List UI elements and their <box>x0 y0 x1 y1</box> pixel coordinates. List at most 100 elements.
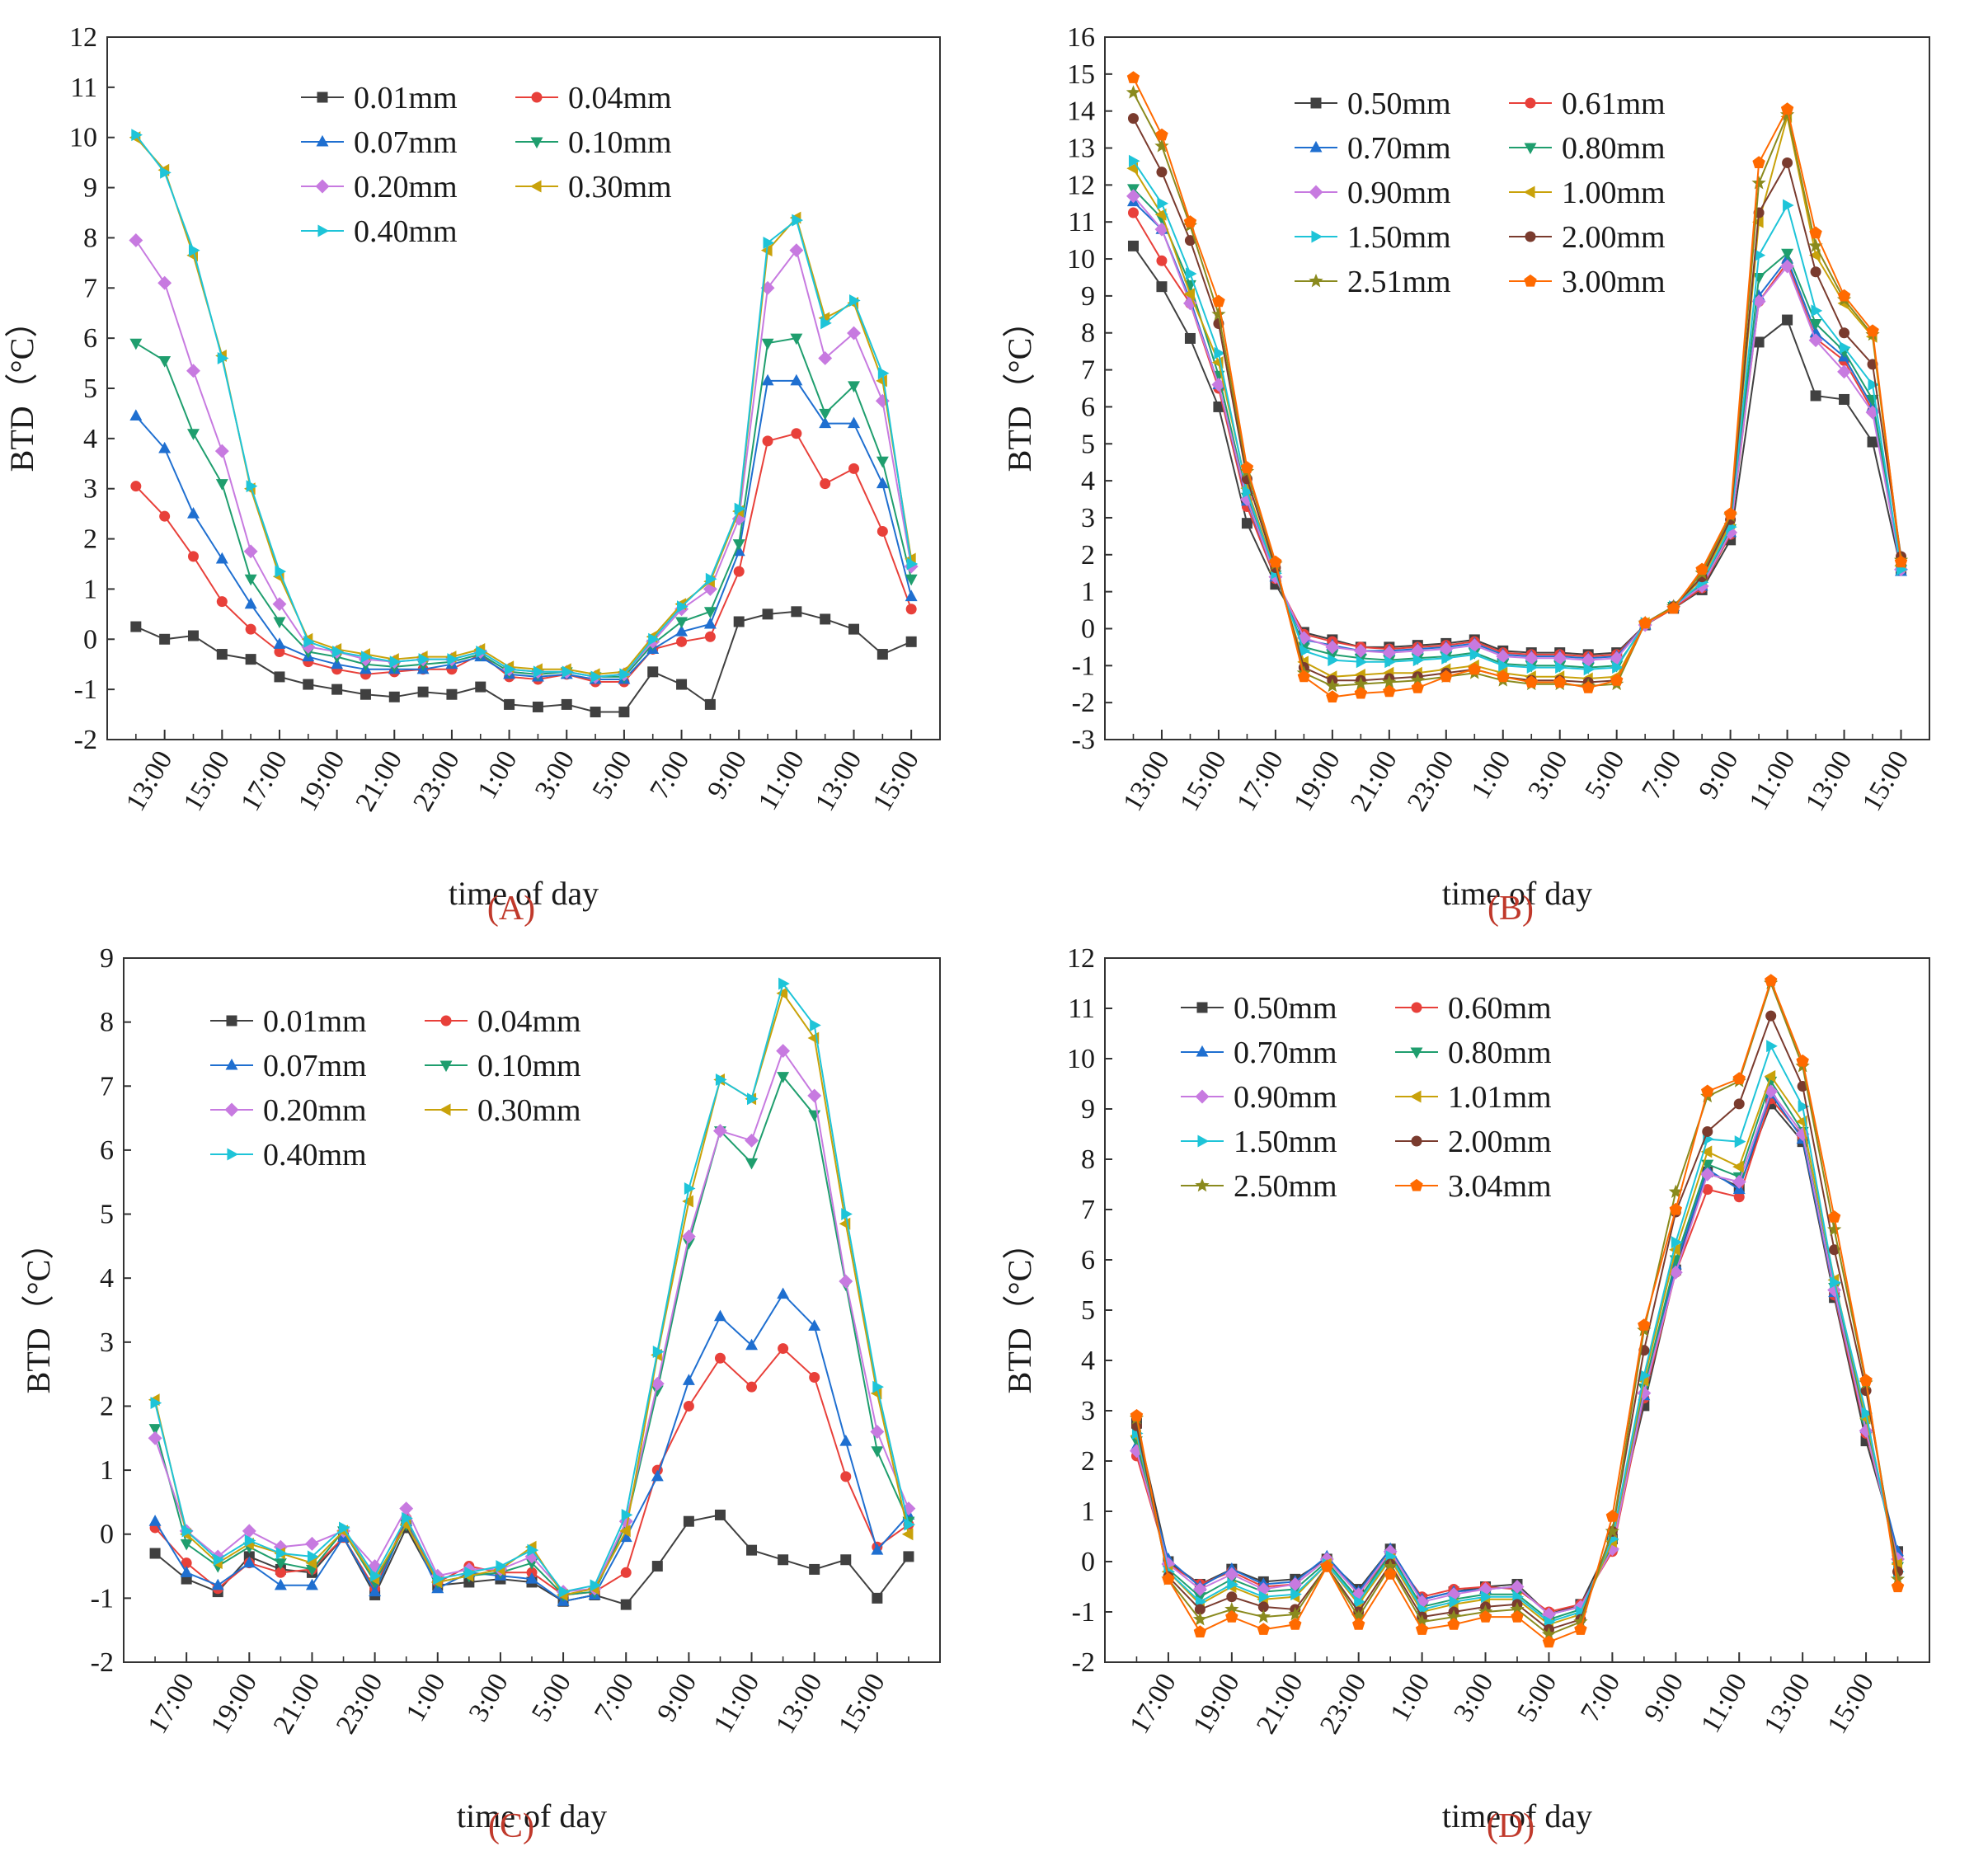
legend-label: 1.50mm <box>1234 1125 1337 1159</box>
y-tick-label: -2 <box>74 725 97 755</box>
data-point <box>871 1543 884 1555</box>
legend-label: 0.90mm <box>1234 1080 1337 1115</box>
x-tick-label: 3:00 <box>463 1669 515 1727</box>
data-point <box>901 1501 916 1516</box>
data-point <box>1469 648 1482 661</box>
data-point <box>791 606 802 618</box>
data-point <box>1808 333 1823 348</box>
data-point <box>1441 651 1453 665</box>
data-point <box>906 557 919 571</box>
data-point <box>332 646 344 658</box>
data-point <box>1440 669 1453 683</box>
data-point <box>1732 1175 1746 1189</box>
data-point <box>681 1229 696 1244</box>
data-point <box>590 1579 602 1592</box>
data-point <box>1297 669 1311 683</box>
x-tick-label: 7:00 <box>1636 746 1687 805</box>
data-point <box>148 1424 162 1435</box>
series-line <box>135 610 912 713</box>
legend-label: 1.00mm <box>1562 176 1666 210</box>
data-point <box>1581 681 1595 693</box>
data-point <box>1780 259 1795 274</box>
data-point <box>1827 1210 1841 1223</box>
x-tick-label: 15:00 <box>1857 746 1915 817</box>
legend-marker <box>1309 185 1323 200</box>
series-line <box>1132 118 1902 684</box>
data-point <box>1574 1623 1587 1635</box>
series-0.90mm <box>1130 1084 1905 1622</box>
data-point <box>186 364 200 378</box>
data-point <box>876 477 889 489</box>
data-point <box>1827 1222 1842 1236</box>
data-point <box>561 698 572 710</box>
data-point <box>1288 1577 1303 1591</box>
data-point <box>1765 1010 1777 1022</box>
data-point <box>1439 641 1454 656</box>
data-point <box>399 1501 414 1516</box>
data-point <box>245 654 256 665</box>
data-point <box>274 1558 287 1570</box>
data-point <box>1754 249 1766 262</box>
data-point <box>905 604 917 615</box>
data-point <box>1666 601 1680 614</box>
data-point <box>1126 189 1140 204</box>
data-point <box>704 631 716 642</box>
data-point <box>1837 364 1852 379</box>
x-tick-label: 21:00 <box>350 746 408 817</box>
x-tick-label: 15:00 <box>867 746 925 817</box>
y-tick-label: 7 <box>100 1071 114 1102</box>
data-point <box>1257 1601 1269 1613</box>
data-point <box>1127 113 1139 124</box>
data-point <box>619 668 632 681</box>
data-point <box>1320 1560 1333 1572</box>
data-point <box>1868 378 1880 391</box>
x-tick-label: 11:00 <box>1695 1669 1753 1738</box>
data-point <box>1352 1618 1365 1630</box>
data-point <box>187 551 199 562</box>
data-point <box>1668 1184 1683 1198</box>
legend-label: 0.01mm <box>354 81 458 115</box>
x-tick-label: 21:00 <box>268 1669 327 1740</box>
data-point <box>129 338 143 350</box>
data-point <box>504 698 515 710</box>
legend-label: 0.61mm <box>1562 87 1666 121</box>
data-point <box>273 1539 288 1554</box>
data-point <box>1810 390 1821 402</box>
series-0.40mm <box>150 977 916 1599</box>
data-point <box>1128 154 1140 167</box>
series-2.50mm <box>1129 975 1906 1641</box>
data-point <box>1524 651 1539 665</box>
data-point <box>1525 675 1538 688</box>
series-line <box>135 336 913 678</box>
data-point <box>1765 974 1778 986</box>
data-point <box>1733 1098 1745 1110</box>
data-point <box>180 1566 193 1577</box>
data-point <box>532 701 543 712</box>
data-point <box>187 630 199 641</box>
legend-marker <box>225 1058 238 1070</box>
legend-label: 0.10mm <box>477 1049 581 1083</box>
data-point <box>1410 643 1425 658</box>
legend-marker <box>529 180 542 193</box>
data-point <box>734 502 746 515</box>
x-tick-label: 3:00 <box>1448 1669 1499 1727</box>
data-point <box>1213 401 1224 412</box>
x-tick-label: 13:00 <box>1117 746 1176 817</box>
data-point <box>808 1319 821 1331</box>
data-point <box>1193 1592 1206 1604</box>
y-tick-label: -2 <box>1072 688 1095 718</box>
data-point <box>871 1446 884 1458</box>
legend-label: 0.07mm <box>354 125 458 160</box>
data-point <box>733 616 745 627</box>
data-point <box>1751 176 1766 190</box>
y-tick-label: 1 <box>100 1455 114 1486</box>
y-tick-label: 0 <box>100 1520 114 1550</box>
data-point <box>301 639 316 654</box>
data-point <box>244 574 257 586</box>
data-point <box>1734 1135 1746 1149</box>
data-point <box>1256 1609 1271 1623</box>
data-point <box>1829 1244 1840 1256</box>
series-0.40mm <box>131 129 919 684</box>
data-point <box>1299 644 1311 657</box>
legend-marker <box>1196 1045 1209 1057</box>
